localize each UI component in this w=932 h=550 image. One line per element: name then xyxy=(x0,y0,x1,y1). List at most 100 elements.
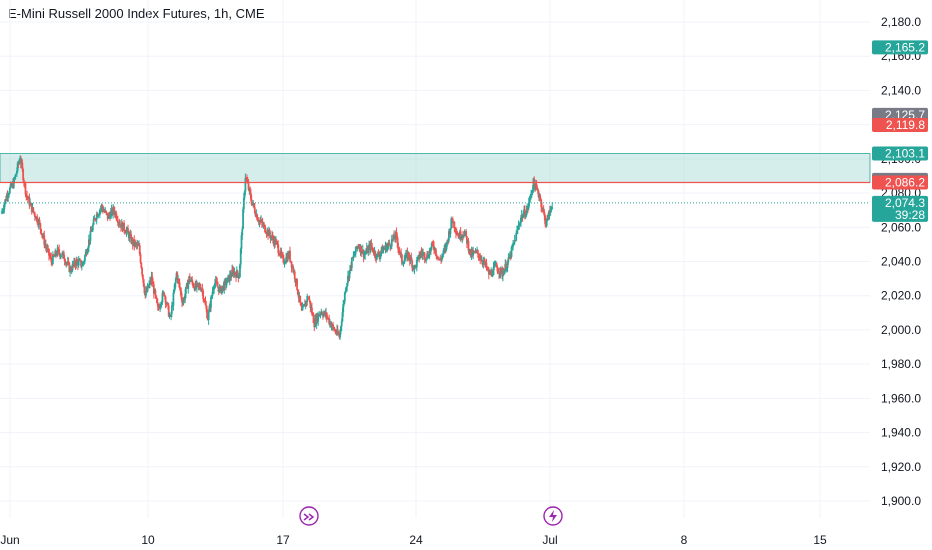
candle xyxy=(507,253,510,265)
candle-body xyxy=(492,267,495,275)
candle-body xyxy=(155,295,158,299)
candle-body xyxy=(465,231,468,237)
candle-body xyxy=(516,230,518,233)
candle xyxy=(181,293,183,308)
candle-body xyxy=(434,248,437,254)
earnings-icon[interactable] xyxy=(543,506,563,526)
candle xyxy=(350,256,353,272)
candle xyxy=(479,252,482,265)
candle xyxy=(134,241,136,248)
candle-body xyxy=(82,262,85,264)
candle-body xyxy=(203,299,205,301)
candle-body xyxy=(277,244,280,253)
candle xyxy=(307,295,310,300)
candle-body xyxy=(332,324,334,327)
candle-body xyxy=(264,225,266,232)
candle xyxy=(195,280,198,293)
candle xyxy=(425,259,428,264)
candle xyxy=(231,264,234,277)
candle-body xyxy=(177,278,180,283)
price-tick-label: 1,940.0 xyxy=(881,426,921,440)
candle-body xyxy=(502,272,504,277)
date-tick-label: 24 xyxy=(409,533,423,547)
price-badge-label: 2,074.3 xyxy=(885,196,925,210)
candle xyxy=(397,238,399,254)
candle-body xyxy=(264,231,267,234)
candle-body xyxy=(51,254,54,265)
candle-body xyxy=(348,270,351,279)
candle-body xyxy=(18,160,21,164)
chart-title: E-Mini Russell 2000 Index Futures, 1h, C… xyxy=(8,6,265,21)
candle xyxy=(244,173,247,196)
price-axis[interactable]: 2,180.02,160.02,140.02,120.02,100.02,080… xyxy=(881,15,921,508)
price-badge-bg xyxy=(872,40,928,55)
candle-body xyxy=(63,258,66,262)
candle-body xyxy=(525,210,528,216)
candle-body xyxy=(286,254,289,262)
candle-body xyxy=(299,295,302,303)
candle-body xyxy=(364,253,367,255)
candle xyxy=(261,217,264,228)
candle-body xyxy=(495,263,498,268)
candle xyxy=(306,293,309,306)
candle-body xyxy=(86,251,89,255)
candle-body xyxy=(386,246,388,251)
candle xyxy=(127,224,129,233)
candle-body xyxy=(118,222,121,225)
candle-body xyxy=(343,292,346,302)
candle xyxy=(197,283,200,291)
candle-body xyxy=(170,305,173,314)
candle xyxy=(229,270,232,281)
candle xyxy=(455,226,457,239)
candle xyxy=(456,231,459,236)
candle-body xyxy=(332,326,335,330)
candle-body xyxy=(447,240,450,242)
candle xyxy=(360,245,363,258)
candle xyxy=(84,254,86,264)
candle-body xyxy=(189,280,192,282)
candle xyxy=(188,273,191,285)
event-markers[interactable] xyxy=(299,506,563,526)
candle-body xyxy=(77,260,80,266)
candle xyxy=(428,247,431,260)
candle-body xyxy=(480,259,483,262)
candle xyxy=(192,283,195,288)
candle-body xyxy=(230,276,233,278)
candle-body xyxy=(498,273,501,275)
candle-body xyxy=(140,262,143,268)
candle-body xyxy=(159,305,162,307)
candle-body xyxy=(138,245,141,255)
candle-body xyxy=(524,215,527,217)
date-axis[interactable]: Jun 10 17 24 Jul 8 15 xyxy=(0,533,827,547)
candle xyxy=(388,239,391,246)
date-tick-label: Jul xyxy=(542,533,557,547)
dividend-icon-ring xyxy=(299,506,319,526)
candle-body xyxy=(442,250,445,255)
candle-body xyxy=(283,263,286,265)
candle-body xyxy=(357,246,360,248)
candle-body xyxy=(1,210,4,212)
candle-body xyxy=(311,307,313,315)
candle-body xyxy=(420,251,423,254)
candle xyxy=(159,301,161,313)
dividend-icon[interactable] xyxy=(299,506,319,526)
candle-body xyxy=(128,234,131,239)
candle-body xyxy=(531,189,534,192)
candle-body xyxy=(91,224,94,231)
candle xyxy=(118,218,121,228)
candle-body xyxy=(391,239,394,241)
candle xyxy=(33,211,36,222)
candle-body xyxy=(58,249,61,254)
candle xyxy=(443,244,446,255)
price-tick-label: 2,040.0 xyxy=(881,255,921,269)
candle xyxy=(393,230,396,239)
candle-body xyxy=(165,303,168,305)
candle-body xyxy=(116,218,118,221)
candle xyxy=(51,251,54,265)
candle xyxy=(545,217,548,228)
candle-body xyxy=(8,187,11,194)
candle-body xyxy=(170,313,172,317)
candle-body xyxy=(382,249,385,254)
candle xyxy=(174,282,176,292)
